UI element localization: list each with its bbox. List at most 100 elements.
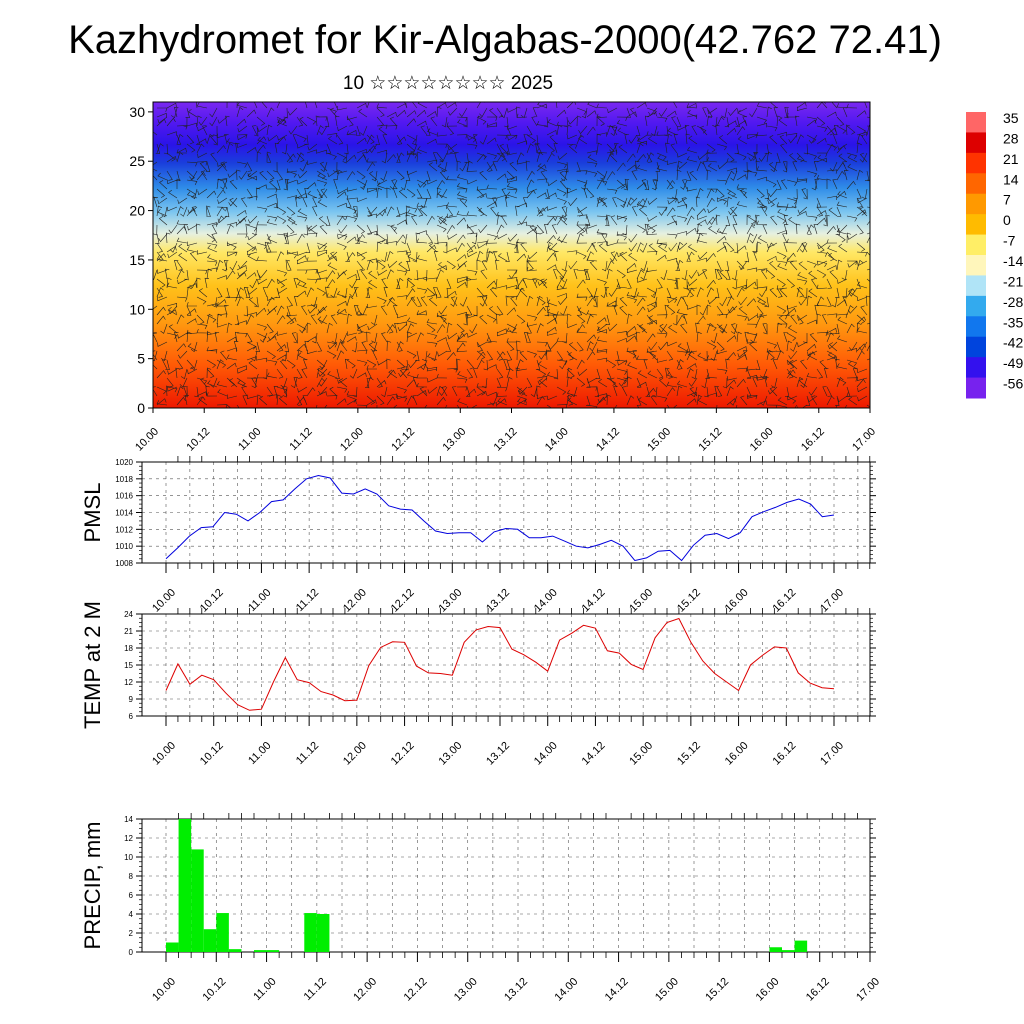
precip-y-tick-label: 4 xyxy=(129,910,134,919)
wind-barb xyxy=(454,151,459,163)
wind-barb xyxy=(566,395,574,406)
wind-barb xyxy=(304,187,309,199)
wind-barb xyxy=(436,337,447,343)
wind-barb xyxy=(373,224,379,236)
wind-barb xyxy=(217,323,228,328)
wind-barb xyxy=(636,306,646,316)
wind-barb xyxy=(358,108,368,118)
wind-barb xyxy=(456,210,468,217)
wind-barb xyxy=(246,356,257,361)
wind-barb xyxy=(317,251,328,257)
wind-barb xyxy=(776,202,788,208)
wind-barb xyxy=(838,243,848,253)
wind-barb xyxy=(476,386,486,396)
wind-barb xyxy=(801,242,808,253)
wind-barb xyxy=(643,359,648,370)
wind-barb xyxy=(296,368,303,379)
wind-barb xyxy=(327,251,338,260)
wind-barb xyxy=(200,170,208,181)
wind-barb xyxy=(543,116,549,128)
wind-barb xyxy=(226,362,237,370)
wind-barb xyxy=(656,152,667,161)
wind-barb xyxy=(447,107,458,116)
wind-barb xyxy=(486,364,497,370)
wind-barb xyxy=(366,368,372,379)
wind-barb xyxy=(658,341,668,351)
wind-barb xyxy=(195,102,198,109)
wind-barb xyxy=(456,358,461,370)
wind-barb xyxy=(237,143,248,148)
wind-barb xyxy=(594,295,599,307)
wind-barb xyxy=(515,205,520,217)
wind-barb xyxy=(659,378,668,388)
wind-barb xyxy=(636,242,644,253)
wind-barb xyxy=(366,359,377,368)
wind-barb xyxy=(856,242,866,252)
wind-barb xyxy=(505,295,510,307)
wind-barb xyxy=(406,188,416,198)
wind-barb xyxy=(457,332,468,340)
wind-barb xyxy=(829,269,838,280)
wind-barb xyxy=(276,368,284,379)
wind-barb xyxy=(707,163,718,172)
precip-x-tick-label: 12.00 xyxy=(351,976,379,1004)
wind-barb xyxy=(806,119,817,127)
wind-barb xyxy=(534,134,539,146)
wind-barb xyxy=(814,178,819,190)
wind-barb xyxy=(616,331,628,336)
wind-barb xyxy=(317,316,328,325)
wind-barb xyxy=(156,287,163,298)
wind-barb xyxy=(736,367,748,373)
wind-barb xyxy=(546,404,552,408)
wind-barb xyxy=(247,253,258,262)
wind-barb xyxy=(346,171,356,181)
wind-barb xyxy=(731,269,738,281)
wind-barb xyxy=(746,374,757,380)
wind-barb xyxy=(266,296,275,307)
wind-barb xyxy=(446,278,452,289)
wind-barb xyxy=(320,188,328,199)
wind-barb xyxy=(198,116,208,126)
wind-barb xyxy=(776,404,788,408)
wind-barb xyxy=(826,225,836,235)
wind-barb xyxy=(766,350,775,360)
wind-barb xyxy=(206,205,211,217)
wind-barb xyxy=(222,260,228,272)
wind-barb xyxy=(808,386,818,396)
wind-barb xyxy=(769,287,778,298)
wind-barb xyxy=(216,275,227,280)
wind-barb xyxy=(677,343,688,352)
wind-barb xyxy=(273,161,278,173)
wind-barb xyxy=(801,188,808,199)
wind-barb xyxy=(656,131,668,136)
wind-barb xyxy=(660,269,668,281)
wind-barb xyxy=(689,170,698,181)
wind-barb xyxy=(756,400,767,406)
wind-barb xyxy=(220,350,228,361)
wind-barb xyxy=(668,324,678,334)
wind-barb xyxy=(396,386,407,394)
wind-barb xyxy=(416,238,428,244)
wind-barb xyxy=(492,197,498,208)
wind-barb xyxy=(777,263,788,271)
wind-barb xyxy=(346,359,356,369)
wind-barb xyxy=(769,102,778,109)
wind-barb xyxy=(167,206,178,212)
wind-barb xyxy=(376,296,387,304)
wind-barb xyxy=(186,302,198,307)
wind-barb xyxy=(456,242,465,253)
wind-barb xyxy=(780,179,788,190)
wind-barb xyxy=(621,386,628,397)
wind-barb xyxy=(806,134,817,143)
wind-barb xyxy=(846,348,858,353)
wind-barb xyxy=(607,107,618,114)
wind-barb xyxy=(486,184,498,190)
wind-barb xyxy=(617,215,628,220)
wind-barb xyxy=(746,298,756,307)
wind-barb xyxy=(777,397,788,406)
wind-barb xyxy=(614,142,619,154)
wind-barb xyxy=(770,215,778,226)
wind-barb xyxy=(677,161,688,170)
wind-barb xyxy=(226,241,238,246)
